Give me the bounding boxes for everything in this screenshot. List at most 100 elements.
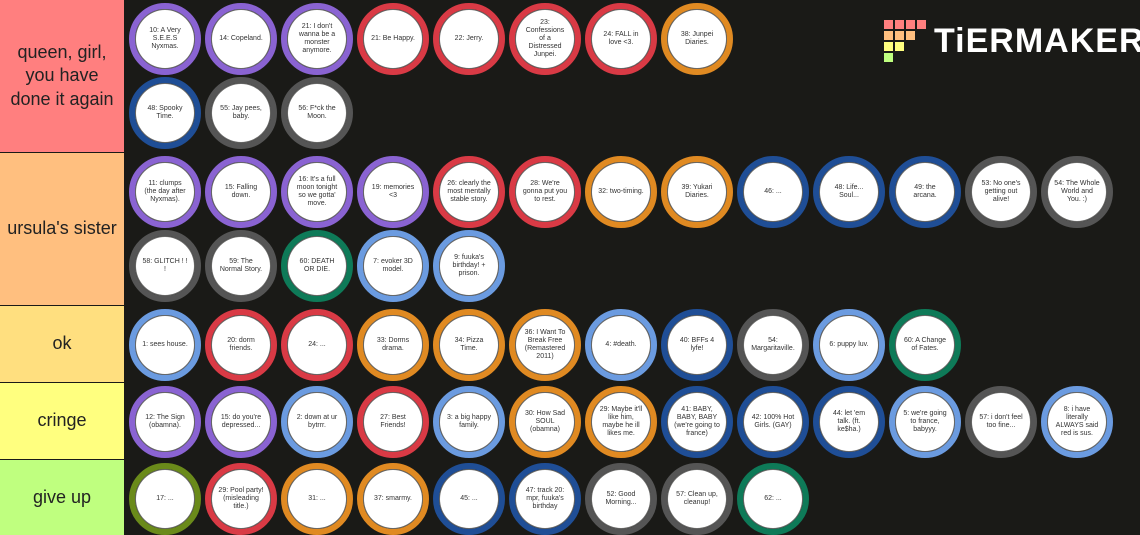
tier-item[interactable]: 28: We're gonna put you to rest. [509,156,581,228]
tier-item[interactable]: 58: GLITCH ! ! ! [129,230,201,302]
tier-item[interactable]: 27: Best Friends! [357,386,429,458]
item-text: 62: ... [744,470,802,528]
item-text: 21: Be Happy. [364,10,422,68]
tier-item[interactable]: 19: memories <3 [357,156,429,228]
item-text: 1: sees house. [136,316,194,374]
item-text: 29: Maybe it'll like him, maybe he ill l… [592,393,650,451]
tier-row: ok 1: sees house. 20: dorm friends. 24: ...… [0,306,1140,382]
tier-item[interactable]: 15: Falling down. [205,156,277,228]
item-text: 10: A Very S.E.E.S Nyxmas. [136,10,194,68]
item-text: 53: No one's getting out alive! [972,163,1030,221]
tier-item[interactable]: 60: DEATH OR DIE. [281,230,353,302]
item-text: 14: Copeland. [212,10,270,68]
tier-row: give up 17: ... 29: Pool party! (misleadin… [0,460,1140,535]
tier-item[interactable]: 11: clumps (the day after Nyxmas). [129,156,201,228]
tier-item[interactable]: 49: the arcana. [889,156,961,228]
tier-item[interactable]: 7: evoker 3D model. [357,230,429,302]
tier-label: give up [0,460,124,535]
tier-item[interactable]: 2: down at ur bytrrr. [281,386,353,458]
tier-item[interactable]: 32: two-timing. [585,156,657,228]
item-text: 33: Dorms drama. [364,316,422,374]
tier-item[interactable]: 26: clearly the most mentally stable sto… [433,156,505,228]
tier-item[interactable]: 17: ... [129,463,201,535]
tier-item[interactable]: 9: fuuka's birthday! + prison. [433,230,505,302]
item-text: 27: Best Friends! [364,393,422,451]
tier-label: queen, girl, you have done it again [0,0,124,152]
tier-row: queen, girl, you have done it again 10: A… [0,0,1140,152]
item-text: 31: ... [288,470,346,528]
tier-item[interactable]: 54: Margaritaville. [737,309,809,381]
tier-item[interactable]: 52: Good Morning... [585,463,657,535]
item-text: 54: Margaritaville. [744,316,802,374]
logo-text: TiERMAKER [934,21,1140,60]
tier-item[interactable]: 40: BFFs 4 lyfe! [661,309,733,381]
item-text: 42: 100% Hot Girls. (GAY) [744,393,802,451]
logo: TiERMAKER [884,20,1140,62]
item-text: 60: DEATH OR DIE. [288,237,346,295]
tier-item[interactable]: 12: The Sign (obamna). [129,386,201,458]
item-text: 47: track 20: mpr, fuuka's birthday [516,470,574,528]
tier-item[interactable]: 38: Junpei Diaries. [661,3,733,75]
item-text: 38: Junpei Diaries. [668,10,726,68]
item-text: 5: we're going to france, babyyy. [896,393,954,451]
tier-item[interactable]: 29: Pool party! (misleading title.) [205,463,277,535]
item-text: 58: GLITCH ! ! ! [136,237,194,295]
tier-item[interactable]: 29: Maybe it'll like him, maybe he ill l… [585,386,657,458]
tier-item[interactable]: 59: The Normal Story. [205,230,277,302]
tier-item[interactable]: 57: Clean up, cleanup! [661,463,733,535]
tier-item[interactable]: 20: dorm friends. [205,309,277,381]
tier-item[interactable]: 46: ... [737,156,809,228]
item-text: 21: I don't wanna be a monster anymore. [288,10,346,68]
tier-item[interactable]: 48: Life... Soul... [813,156,885,228]
tier-items: 12: The Sign (obamna). 15: do you're depr… [124,383,1140,459]
tier-item[interactable]: 6: puppy luv. [813,309,885,381]
item-text: 24: FALL in love <3. [592,10,650,68]
tier-item[interactable]: 4: #death. [585,309,657,381]
item-text: 54: The Whole World and You. :) [1048,163,1106,221]
tier-item[interactable]: 44: let 'em talk. (ft. ke$ha.) [813,386,885,458]
tier-item[interactable]: 36: I Want To Break Free (Remastered 201… [509,309,581,381]
tier-item[interactable]: 10: A Very S.E.E.S Nyxmas. [129,3,201,75]
tier-label: ursula's sister [0,153,124,305]
tier-item[interactable]: 8: i have literally ALWAYS said red is s… [1041,386,1113,458]
tier-item[interactable]: 39: Yukari Diaries. [661,156,733,228]
tier-item[interactable]: 21: I don't wanna be a monster anymore. [281,3,353,75]
tier-item[interactable]: 45: ... [433,463,505,535]
tier-item[interactable]: 21: Be Happy. [357,3,429,75]
tier-item[interactable]: 31: ... [281,463,353,535]
tier-item[interactable]: 15: do you're depressed... [205,386,277,458]
item-text: 30: How Sad SOUL (obamna) [516,393,574,451]
tier-item[interactable]: 53: No one's getting out alive! [965,156,1037,228]
tier-item[interactable]: 24: ... [281,309,353,381]
item-text: 46: ... [744,163,802,221]
tier-item[interactable]: 42: 100% Hot Girls. (GAY) [737,386,809,458]
tier-item[interactable]: 1: sees house. [129,309,201,381]
tier-item[interactable]: 48: Spooky Time. [129,77,201,149]
tier-item[interactable]: 37: smarmy. [357,463,429,535]
tier-item[interactable]: 5: we're going to france, babyyy. [889,386,961,458]
tier-item[interactable]: 34: Pizza Time. [433,309,505,381]
tier-item[interactable]: 55: Jay pees, baby. [205,77,277,149]
tier-item[interactable]: 16: It's a full moon tonight so we gotta… [281,156,353,228]
tier-item[interactable]: 47: track 20: mpr, fuuka's birthday [509,463,581,535]
item-text: 57: Clean up, cleanup! [668,470,726,528]
item-text: 39: Yukari Diaries. [668,163,726,221]
tier-item[interactable]: 23: Confessions of a Distressed Junpei. [509,3,581,75]
item-text: 7: evoker 3D model. [364,237,422,295]
item-text: 8: i have literally ALWAYS said red is s… [1048,393,1106,451]
tier-item[interactable]: 62: ... [737,463,809,535]
item-text: 20: dorm friends. [212,316,270,374]
tier-item[interactable]: 30: How Sad SOUL (obamna) [509,386,581,458]
tier-item[interactable]: 60: A Change of Fates. [889,309,961,381]
tier-item[interactable]: 24: FALL in love <3. [585,3,657,75]
item-text: 29: Pool party! (misleading title.) [212,470,270,528]
tier-item[interactable]: 3: a big happy family. [433,386,505,458]
tier-item[interactable]: 56: F*ck the Moon. [281,77,353,149]
tier-item[interactable]: 54: The Whole World and You. :) [1041,156,1113,228]
tier-item[interactable]: 33: Dorms drama. [357,309,429,381]
tier-item[interactable]: 22: Jerry. [433,3,505,75]
tier-item[interactable]: 14: Copeland. [205,3,277,75]
tier-item[interactable]: 41: BABY, BABY, BABY (we're going to fra… [661,386,733,458]
tier-item[interactable]: 57: i don't feel too fine... [965,386,1037,458]
item-text: 2: down at ur bytrrr. [288,393,346,451]
